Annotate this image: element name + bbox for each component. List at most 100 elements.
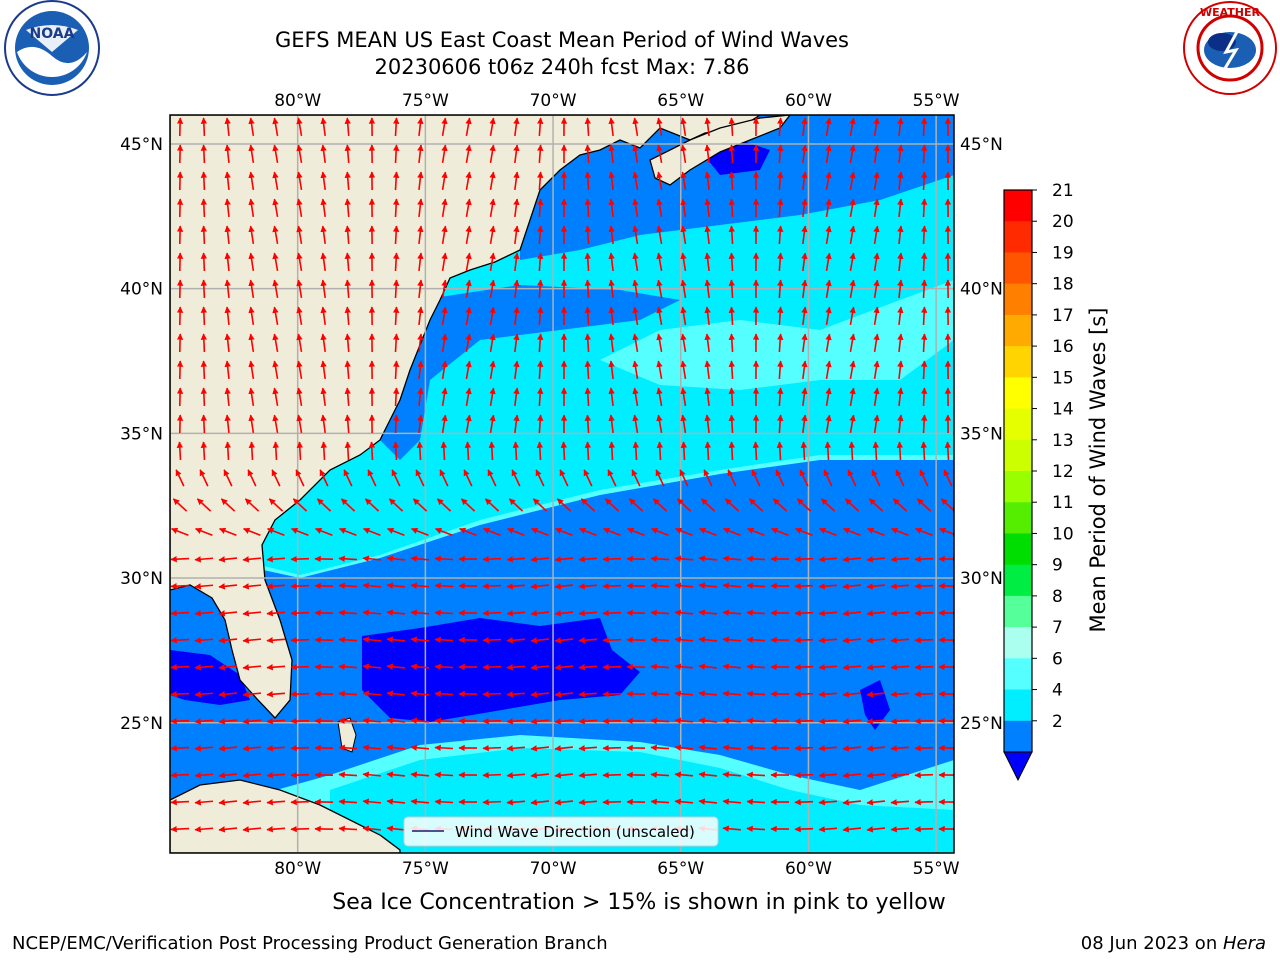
- wind-wave-arrow: [343, 469, 353, 487]
- svg-text:NOAA: NOAA: [30, 26, 75, 42]
- wind-wave-arrow: [513, 117, 520, 137]
- wind-wave-arrow: [441, 306, 448, 326]
- wind-wave-arrow: [513, 144, 520, 164]
- wind-wave-arrow: [873, 387, 880, 407]
- colorbar-tick-label: 12: [1052, 462, 1074, 482]
- wind-wave-arrow: [506, 718, 526, 725]
- wind-wave-arrow: [465, 360, 472, 380]
- wind-wave-arrow: [386, 690, 406, 697]
- wind-wave-arrow: [920, 333, 928, 353]
- wind-wave-arrow: [578, 772, 598, 779]
- wind-wave-arrow: [656, 441, 664, 461]
- wind-wave-arrow: [866, 610, 886, 617]
- lat-tick-right: 45°N: [960, 135, 1003, 155]
- wind-wave-arrow: [914, 825, 934, 833]
- lat-tick-left: 35°N: [120, 424, 163, 444]
- wind-wave-arrow: [608, 333, 615, 353]
- wind-wave-arrow: [224, 117, 231, 137]
- wind-wave-arrow: [220, 498, 236, 512]
- wind-wave-arrow: [290, 717, 310, 725]
- wind-wave-arrow: [362, 582, 382, 589]
- wind-wave-arrow: [842, 718, 862, 725]
- wind-wave-arrow: [362, 690, 382, 697]
- wind-wave-arrow: [248, 387, 255, 407]
- wind-wave-arrow: [482, 527, 501, 536]
- wind-wave-arrow: [416, 441, 424, 461]
- wind-wave-arrow: [218, 637, 238, 644]
- wind-wave-arrow: [465, 279, 472, 299]
- wind-wave-arrow: [513, 414, 520, 434]
- wind-wave-arrow: [818, 691, 838, 698]
- wind-wave-arrow: [338, 825, 358, 832]
- wind-wave-arrow: [266, 691, 286, 698]
- wind-wave-arrow: [314, 527, 333, 536]
- wind-wave-arrow: [794, 771, 814, 779]
- wind-wave-arrow: [890, 556, 910, 563]
- wind-wave-arrow: [465, 387, 472, 407]
- wind-wave-arrow: [728, 414, 735, 434]
- wind-wave-arrow: [866, 527, 885, 536]
- wind-wave-arrow: [530, 745, 550, 752]
- wind-wave-arrow: [748, 498, 764, 512]
- wind-wave-arrow: [873, 360, 880, 380]
- wind-wave-arrow: [200, 198, 208, 218]
- wind-wave-arrow: [656, 171, 663, 191]
- wind-wave-arrow: [680, 333, 687, 353]
- wind-wave-arrow: [842, 637, 862, 644]
- wind-wave-arrow: [224, 333, 231, 353]
- colorbar-segment: [1004, 533, 1032, 566]
- wind-wave-arrow: [272, 414, 279, 434]
- wind-wave-arrow: [554, 610, 574, 617]
- colorbar-tick-label: 9: [1052, 556, 1063, 576]
- wind-wave-arrow: [680, 252, 687, 272]
- wind-wave-arrow: [794, 717, 814, 725]
- wind-wave-arrow: [895, 469, 905, 487]
- wind-wave-arrow: [465, 225, 472, 245]
- wind-wave-arrow: [170, 663, 190, 671]
- chart-title: GEFS MEAN US East Coast Mean Period of W…: [275, 28, 849, 52]
- wind-wave-arrow: [794, 636, 814, 644]
- wind-wave-arrow: [290, 663, 310, 671]
- wind-wave-arrow: [578, 691, 598, 698]
- wind-wave-arrow: [290, 636, 310, 644]
- wind-wave-arrow: [415, 469, 425, 487]
- wind-wave-arrow: [537, 225, 544, 245]
- wind-wave-arrow: [628, 498, 644, 512]
- wind-wave-arrow: [392, 252, 400, 272]
- wind-wave-arrow: [777, 279, 784, 299]
- wind-wave-arrow: [441, 387, 448, 407]
- wind-wave-arrow: [440, 441, 448, 461]
- wind-wave-arrow: [818, 772, 838, 779]
- wind-wave-arrow: [728, 387, 735, 407]
- wind-wave-arrow: [722, 609, 742, 616]
- wind-wave-arrow: [578, 745, 598, 752]
- wind-wave-arrow: [489, 306, 496, 326]
- wind-wave-arrow: [194, 772, 214, 779]
- wind-wave-arrow: [632, 144, 639, 164]
- wind-wave-arrow: [296, 252, 303, 272]
- wind-wave-arrow: [554, 799, 574, 806]
- wind-wave-arrow: [700, 498, 716, 512]
- wind-wave-arrow: [242, 718, 262, 725]
- colorbar-tick-label: 20: [1052, 212, 1074, 232]
- wind-wave-arrow: [584, 171, 591, 191]
- wind-wave-arrow: [218, 583, 238, 590]
- wind-wave-arrow: [608, 252, 615, 272]
- wind-wave-arrow: [602, 717, 622, 725]
- wind-wave-arrow: [554, 772, 574, 779]
- wind-wave-arrow: [896, 441, 904, 461]
- wind-wave-arrow: [434, 690, 454, 698]
- wind-wave-arrow: [842, 583, 862, 590]
- wind-wave-arrow: [224, 225, 231, 245]
- wind-wave-arrow: [746, 798, 766, 806]
- wind-wave-arrow: [272, 144, 279, 164]
- wind-wave-arrow: [800, 441, 808, 461]
- wind-wave-arrow: [801, 117, 808, 137]
- footer-branch: NCEP/EMC/Verification Post Processing Pr…: [12, 933, 608, 954]
- wind-wave-arrow: [825, 414, 832, 434]
- wind-wave-arrow: [410, 771, 430, 778]
- wind-wave-arrow: [608, 360, 615, 380]
- wind-wave-arrow: [674, 663, 694, 670]
- wind-wave-arrow: [584, 225, 591, 245]
- colorbar-tick-label: 2: [1052, 712, 1063, 732]
